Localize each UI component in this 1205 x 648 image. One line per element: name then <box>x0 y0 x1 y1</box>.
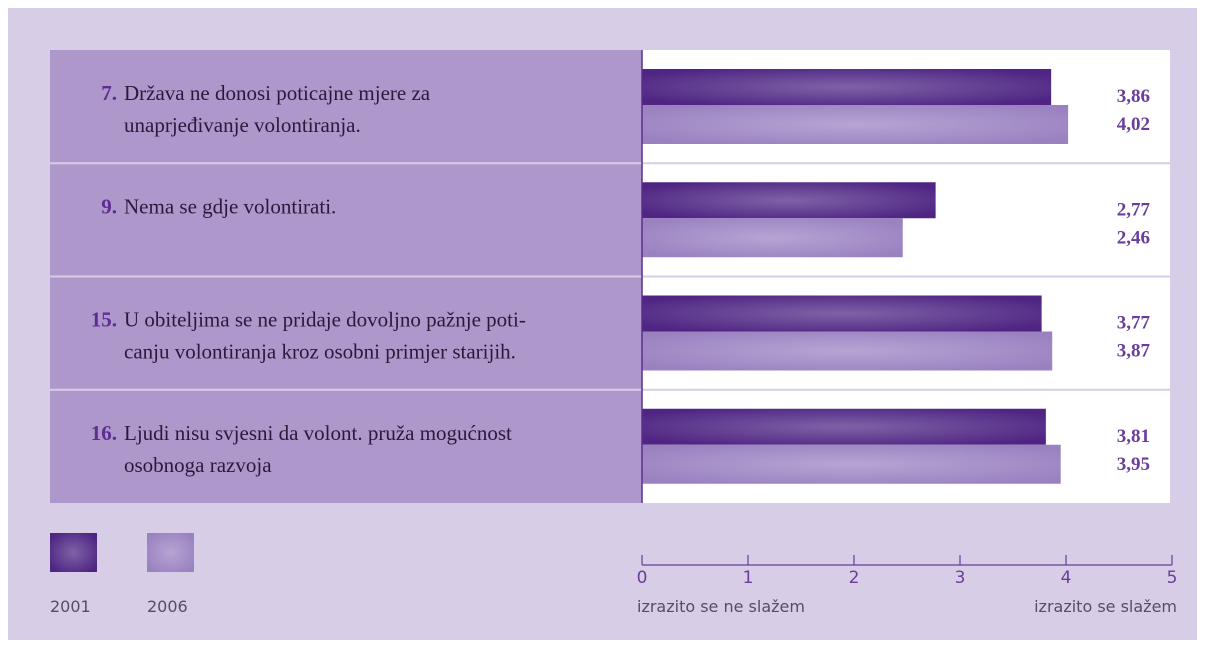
category-label: Država ne donosi poticajne mjere za <box>124 81 431 105</box>
bar <box>642 444 1061 484</box>
category-label: Nema se gdje volontirati. <box>124 194 336 218</box>
legend-label: 2001 <box>50 597 91 616</box>
value-label: 3,81 <box>1117 426 1150 447</box>
category-number: 7. <box>101 81 117 105</box>
category-label: canju volontiranja kroz osobni primjer s… <box>124 340 516 364</box>
value-label: 3,86 <box>1117 86 1150 107</box>
category-label: U obiteljima se ne pridaje dovoljno pažn… <box>124 308 526 332</box>
bar <box>642 218 903 258</box>
bar <box>642 408 1046 445</box>
x-tick-label: 0 <box>637 568 648 588</box>
value-label: 4,02 <box>1117 114 1150 135</box>
value-label: 2,77 <box>1117 199 1151 220</box>
bar <box>642 295 1042 332</box>
category-label: osobnoga razvoja <box>124 453 272 477</box>
value-label: 3,87 <box>1117 341 1151 362</box>
x-tick-label: 3 <box>955 568 966 588</box>
bar <box>642 182 936 219</box>
bar <box>642 105 1069 144</box>
x-tick-label: 1 <box>743 568 754 588</box>
legend-swatch <box>50 533 97 572</box>
bar <box>642 69 1052 105</box>
x-tick-label: 5 <box>1167 568 1178 588</box>
category-number: 15. <box>91 308 117 332</box>
category-number: 9. <box>101 194 117 218</box>
category-number: 16. <box>91 421 117 445</box>
category-label: Ljudi nisu svjesni da volont. pruža mogu… <box>124 421 512 445</box>
x-tick-label: 4 <box>1061 568 1072 588</box>
value-label: 2,46 <box>1117 227 1150 248</box>
x-axis-label-left: izrazito se ne slažem <box>637 597 805 616</box>
category-label: unaprjeđivanje volontiranja. <box>124 113 361 137</box>
x-tick-label: 2 <box>849 568 860 588</box>
legend-swatch <box>147 533 194 572</box>
legend-label: 2006 <box>147 597 188 616</box>
value-label: 3,95 <box>1117 454 1150 475</box>
value-label: 3,77 <box>1117 313 1151 334</box>
bar <box>642 331 1053 371</box>
x-axis-label-right: izrazito se slažem <box>1034 597 1177 616</box>
